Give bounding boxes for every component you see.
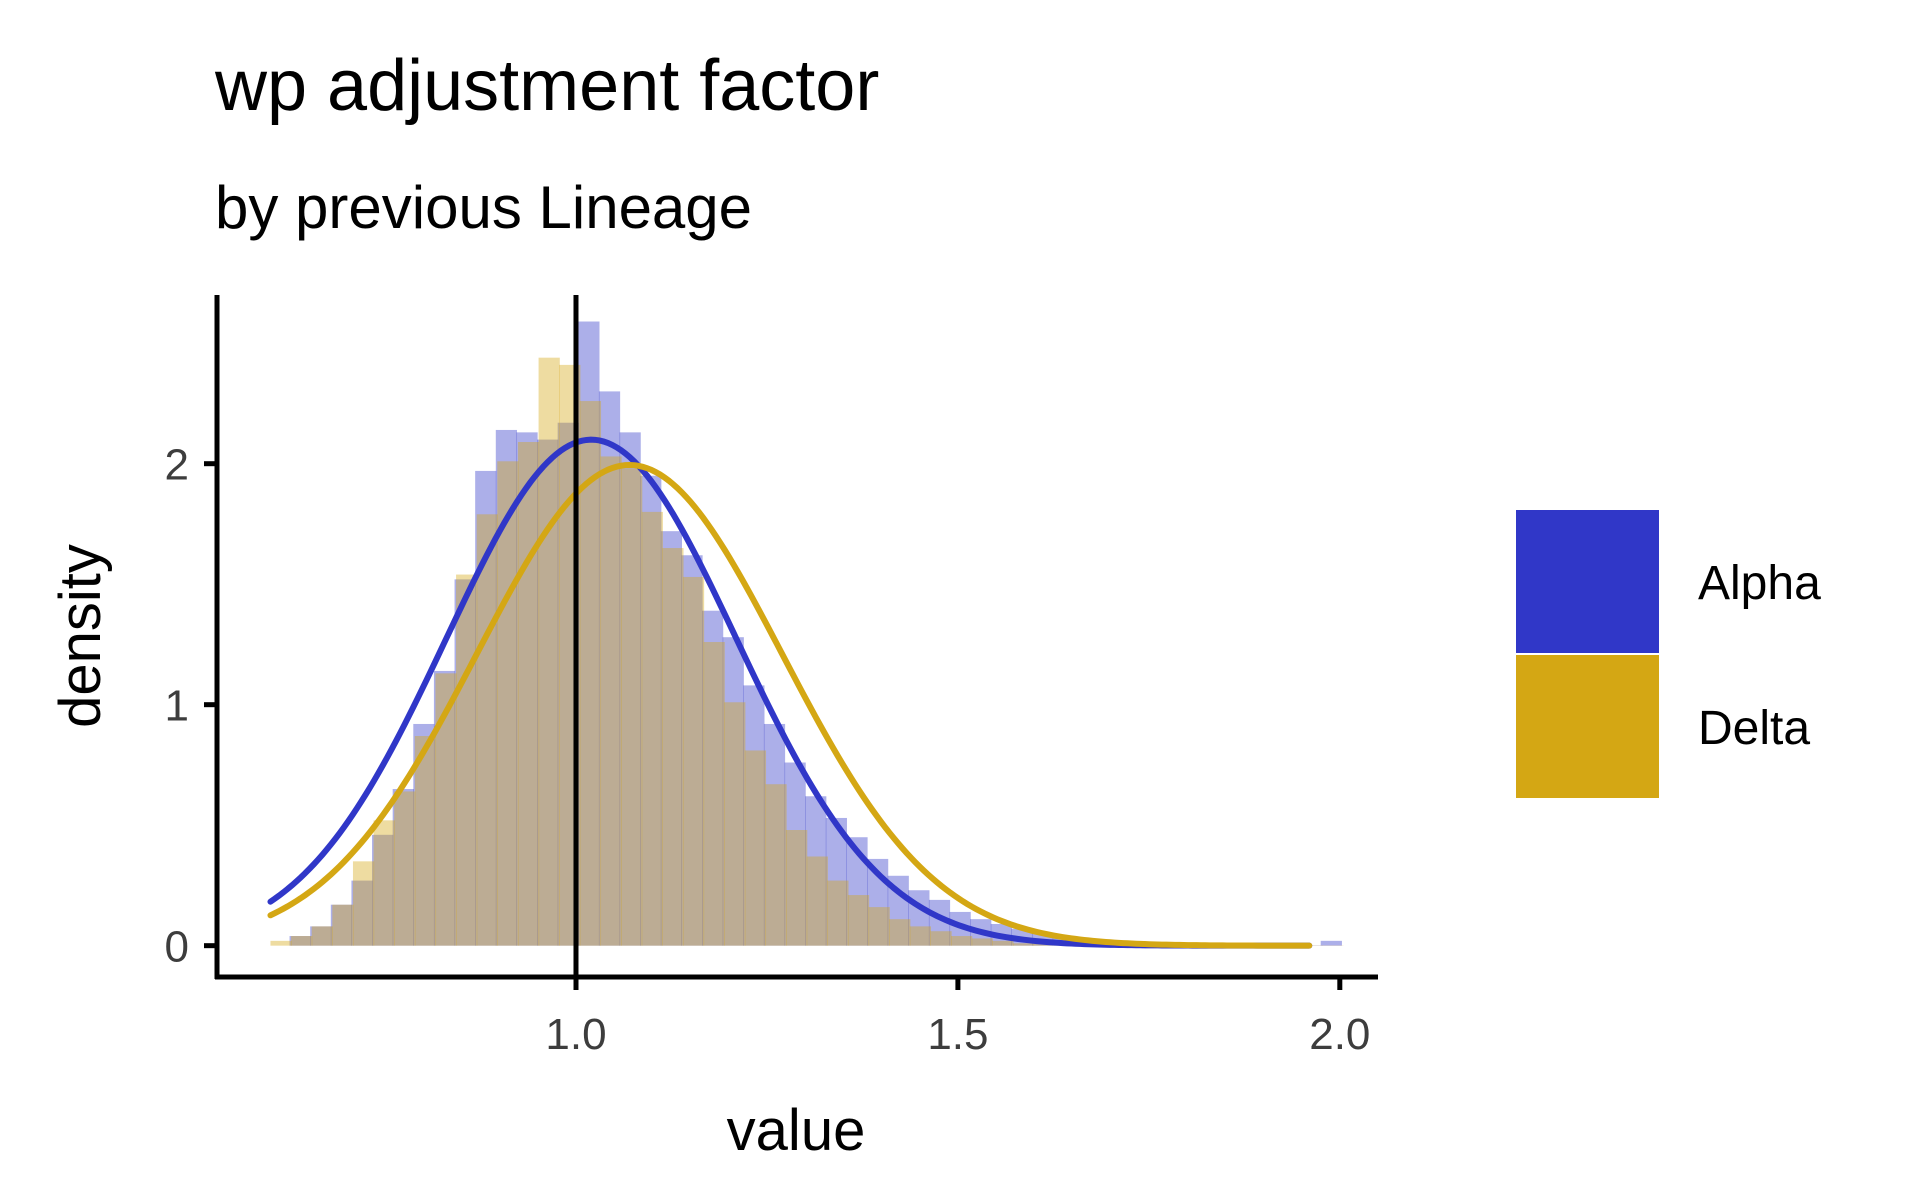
histogram-bar	[722, 637, 744, 946]
histogram-bar	[681, 555, 703, 946]
histogram-bar	[289, 936, 311, 946]
axis-ticks: 1.0 1.5 2.0 0 1 2	[165, 441, 1371, 1059]
chart-subtitle: by previous Lineage	[215, 174, 752, 241]
histogram-bar	[641, 511, 663, 946]
legend: Alpha Delta	[1516, 510, 1821, 798]
y-axis-title: density	[48, 544, 113, 728]
histogram-bar	[373, 820, 395, 946]
histogram-bar	[392, 789, 414, 946]
histogram-bar	[846, 837, 868, 946]
histogram-bar	[806, 856, 828, 946]
x-tick-label: 1.5	[927, 1010, 988, 1059]
histogram-bar	[971, 938, 993, 946]
histogram-bar	[495, 429, 518, 946]
histogram-bar	[330, 904, 353, 946]
histogram-bar	[372, 834, 394, 946]
histogram-bar	[868, 907, 890, 946]
histogram-bar	[724, 702, 746, 946]
histogram-bar	[744, 750, 767, 946]
histogram-bar	[270, 940, 292, 946]
histogram-bar	[930, 931, 952, 946]
histogram-bar	[660, 531, 682, 946]
chart-title: wp adjustment factor	[214, 46, 879, 126]
y-tick-label: 1	[165, 682, 189, 731]
histogram-bar	[889, 919, 911, 946]
histogram-bar	[579, 401, 602, 946]
legend-swatch-alpha	[1516, 510, 1659, 653]
histogram-bar	[433, 670, 456, 946]
x-tick-label: 1.0	[545, 1010, 606, 1059]
histogram-bar	[476, 514, 498, 946]
histogram-bar	[619, 432, 641, 946]
histogram-bar	[310, 926, 332, 946]
histogram-bar	[475, 470, 497, 946]
histogram-bar	[827, 880, 849, 946]
x-axis-title: value	[727, 1098, 866, 1163]
histogram-bar	[352, 861, 375, 946]
histogram-bar	[951, 936, 973, 946]
histogram-bar	[1012, 943, 1035, 946]
histogram-bar	[703, 642, 725, 946]
histogram-bar	[825, 817, 847, 946]
histogram-bar	[784, 762, 806, 946]
histogram-bar	[435, 673, 457, 946]
histogram-bar	[414, 736, 437, 946]
histogram-bar	[640, 475, 662, 946]
legend-label-delta: Delta	[1698, 702, 1810, 755]
histogram-bar	[413, 723, 435, 946]
histogram-bar	[517, 442, 540, 946]
legend-swatch-delta	[1516, 655, 1659, 798]
histogram-bar	[600, 456, 622, 946]
histogram-bar	[847, 895, 870, 946]
histogram-bar	[332, 904, 354, 946]
histogram-bar	[909, 926, 931, 946]
density-curve-delta	[267, 461, 1313, 949]
histogram-bar	[702, 610, 724, 946]
y-tick-label: 0	[165, 923, 189, 972]
histogram-bar	[351, 880, 373, 946]
plot-area	[267, 295, 1344, 977]
legend-label-alpha: Alpha	[1698, 557, 1821, 610]
histogram-bar	[786, 830, 808, 946]
histogram-bar	[743, 685, 765, 946]
y-tick-label: 2	[165, 441, 189, 490]
histogram-bar	[992, 940, 1014, 946]
histogram-bar	[805, 796, 827, 946]
histogram-bar	[516, 432, 538, 946]
histogram-bar	[394, 791, 416, 946]
histogram-bar	[456, 574, 478, 946]
histogram-bar	[311, 926, 333, 946]
histogram-bar	[662, 548, 684, 946]
histogram-bar	[682, 576, 705, 946]
histogram-delta	[270, 357, 1344, 946]
histogram-bar	[598, 391, 621, 946]
x-tick-label: 2.0	[1309, 1010, 1370, 1059]
histogram-bar	[537, 439, 559, 946]
histogram-bar	[1320, 940, 1342, 946]
histogram-bar	[763, 723, 786, 946]
histogram-bar	[765, 784, 787, 946]
histogram-bar	[538, 357, 560, 946]
histogram-bar	[291, 936, 313, 946]
histogram-bar	[621, 468, 643, 946]
